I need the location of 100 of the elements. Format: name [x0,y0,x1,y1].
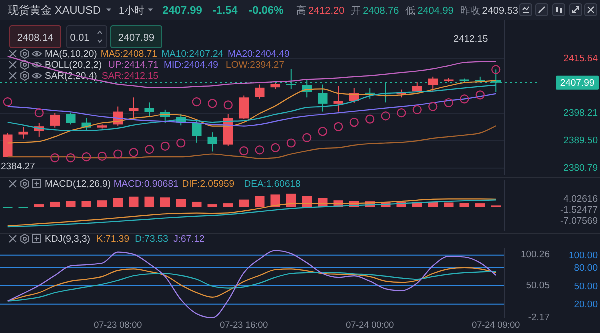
point [145,144,154,154]
point [271,143,280,153]
point [66,153,76,163]
text: D:73.53 [135,234,168,245]
bar [82,201,92,208]
y-tick-label: -7.07569 [560,216,598,227]
bar [128,196,139,208]
annotation: 2412.15 [454,34,488,45]
text: K:71.39 [96,234,130,245]
candlestick [192,120,202,144]
annotation: 0.01 [70,33,90,44]
annotation: BOLL(20,2,2) [45,60,102,71]
point [460,94,470,104]
x-tick-label: 07-24 09:00 [472,320,520,330]
bar [239,200,250,208]
candlestick [254,84,265,100]
bar [428,202,438,208]
candlestick [365,88,376,100]
y-tick-label: 4.02616 [564,194,598,206]
text: MA20:2404.49 [228,49,290,60]
point [208,99,218,108]
text: J:67.12 [174,234,205,245]
chart-title: 现货黄金 XAUUSD [8,4,101,17]
series-label: UP:2414.71 [108,60,159,71]
text: 低 [406,6,416,17]
chart-title: MACD(12,26,9) [45,179,111,190]
point [381,112,390,121]
annotation: MID:2404.49 [164,60,218,71]
text: 2412.20 [308,6,346,17]
point [476,90,485,100]
point [240,146,249,156]
bar [475,204,486,208]
ref-line-label: 50.00 [574,281,598,292]
point [334,122,344,132]
bar [192,202,202,208]
point [114,150,123,159]
point [192,98,202,107]
line-series [7,250,497,319]
bar [97,200,108,208]
bar [254,196,265,208]
y-tick-label: -1.52477 [560,204,598,216]
bar [176,199,186,208]
text: 1小时 [119,5,145,17]
bar [460,203,470,208]
text: 昨收 [460,5,480,17]
y-tick-label: 2389.50 [564,136,598,147]
text: MA5:2408.71 [100,49,158,60]
x-tick-label: 07-23 08:00 [94,320,142,330]
annotation: 2408.14 [17,33,54,44]
text: 2409.53 [482,6,519,17]
text: -1.54 [212,5,239,17]
candlestick [208,132,218,152]
text: DIF:2.05959 [182,179,235,190]
y-tick-label: 2380.79 [564,162,598,174]
point [397,108,406,118]
bar [144,196,155,208]
bar [444,202,454,208]
y-tick-label: 50.05 [526,280,550,292]
y-tick-label: 2415.64 [564,53,598,64]
line-series [7,84,497,132]
point [3,98,12,107]
text: 高 [296,5,306,17]
point [286,138,296,148]
candlestick [2,132,13,158]
bar [270,194,281,208]
bar [50,202,60,208]
y-tick-label: 2398.21 [564,108,598,120]
point [412,105,422,114]
bar [34,204,44,208]
ref-line-label: 100.00 [568,250,598,262]
candlestick [50,112,60,128]
candlestick [18,126,29,140]
candlestick [239,95,250,120]
annotation: MACD:0.90681 [114,179,179,190]
candlestick [66,112,76,126]
annotation: 2407.99 [118,33,156,44]
ref-line-label: 2407.99 [560,78,595,90]
bar [223,204,234,208]
bar [208,204,218,208]
point [318,127,328,136]
point [366,114,375,124]
candlestick [128,97,139,119]
text: LOW:2394.27 [226,60,285,71]
chart-title: KDJ(9,3,3) [45,234,90,245]
y-tick-label: 100.26 [520,250,550,261]
point [224,100,233,110]
y-tick-label: -2.17 [528,312,550,324]
point [160,142,170,151]
x-tick-label: 07-23 16:00 [220,320,268,330]
point [428,102,438,112]
point [34,108,44,118]
text: 2404.99 [418,6,454,17]
point [302,133,312,142]
bar [113,198,124,208]
ref-line-label: 20.00 [574,300,598,311]
annotation: MA(5,10,20) [45,49,98,60]
point [255,146,264,155]
bar [66,201,76,208]
x-tick-label: 07-24 00:00 [346,320,394,330]
candlestick [144,102,155,118]
